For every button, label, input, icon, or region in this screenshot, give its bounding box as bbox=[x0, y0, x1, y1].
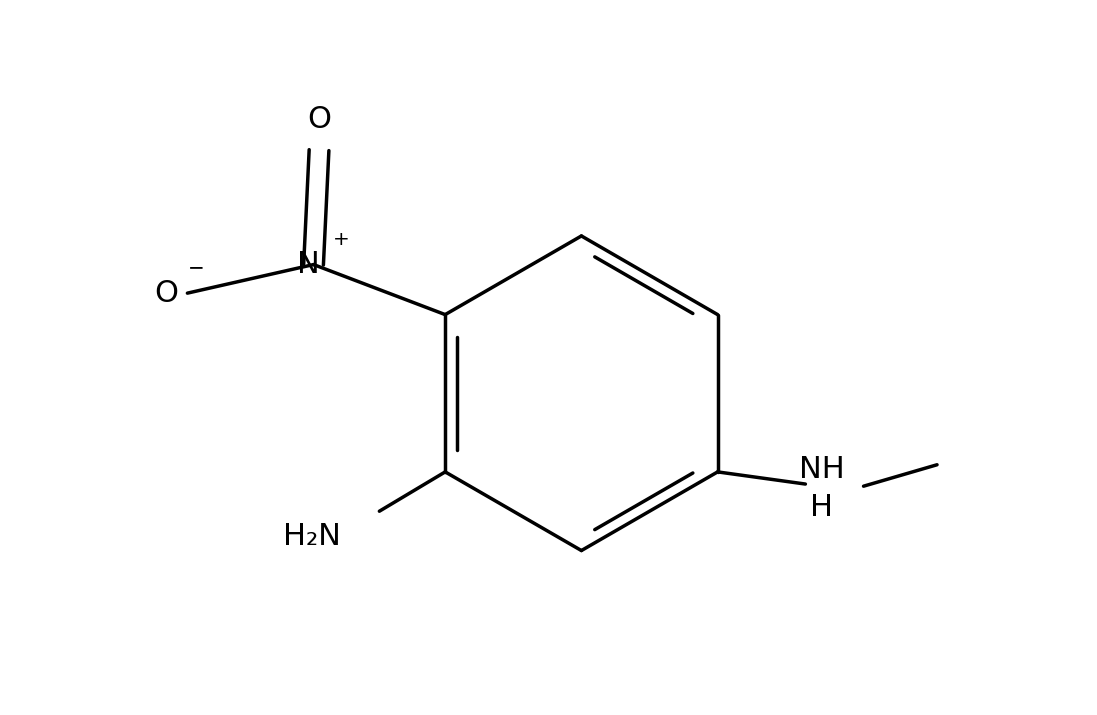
Text: H: H bbox=[811, 493, 834, 523]
Text: −: − bbox=[188, 258, 204, 277]
Text: H₂N: H₂N bbox=[283, 522, 341, 551]
Text: O: O bbox=[307, 105, 331, 134]
Text: +: + bbox=[333, 230, 350, 249]
Text: N: N bbox=[296, 250, 319, 279]
Text: O: O bbox=[155, 279, 179, 307]
Text: NH: NH bbox=[799, 455, 845, 484]
